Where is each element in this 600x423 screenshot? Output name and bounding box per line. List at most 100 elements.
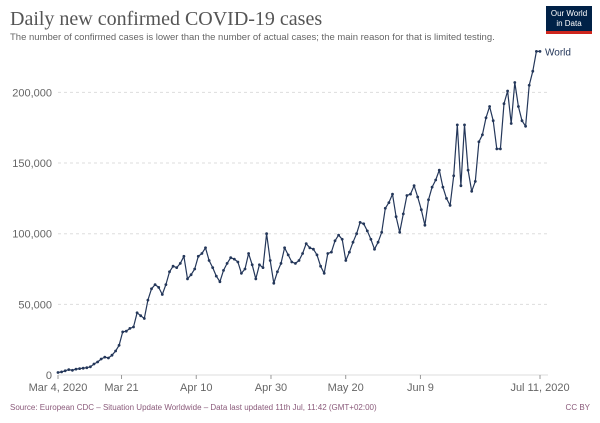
data-point bbox=[99, 357, 103, 361]
data-point bbox=[124, 329, 128, 333]
data-point bbox=[394, 215, 398, 219]
y-tick-label: 150,000 bbox=[12, 158, 52, 170]
data-point bbox=[455, 123, 459, 127]
data-point bbox=[531, 69, 535, 73]
data-point bbox=[520, 119, 524, 123]
data-point bbox=[412, 184, 416, 188]
data-point bbox=[114, 349, 117, 353]
data-point bbox=[78, 367, 81, 370]
data-point bbox=[250, 263, 254, 267]
data-point bbox=[229, 256, 233, 260]
data-point bbox=[495, 147, 499, 151]
chart-title: Daily new confirmed COVID-19 cases bbox=[10, 8, 323, 30]
data-point bbox=[491, 119, 495, 123]
data-point bbox=[117, 343, 121, 347]
data-point bbox=[240, 271, 243, 275]
data-point bbox=[373, 247, 376, 251]
y-tick-label: 50,000 bbox=[18, 299, 52, 311]
data-point bbox=[312, 247, 315, 251]
data-point bbox=[96, 360, 99, 364]
data-point bbox=[196, 254, 200, 258]
data-point bbox=[333, 239, 337, 243]
data-point bbox=[466, 168, 470, 172]
data-point bbox=[484, 116, 488, 120]
data-point bbox=[499, 147, 502, 151]
x-tick-label: Mar 21 bbox=[104, 382, 138, 394]
data-point bbox=[146, 298, 150, 302]
our-world-in-data-logo[interactable]: Our World in Data bbox=[546, 6, 592, 34]
data-point bbox=[376, 240, 380, 244]
license-link[interactable]: CC BY bbox=[565, 403, 590, 412]
data-point bbox=[535, 50, 538, 53]
data-point bbox=[434, 178, 438, 182]
data-point bbox=[448, 204, 452, 207]
data-point bbox=[463, 123, 466, 127]
data-point bbox=[351, 240, 355, 244]
data-point bbox=[214, 274, 218, 278]
x-tick-label: Jun 9 bbox=[407, 382, 434, 394]
data-point bbox=[315, 253, 319, 257]
series-line-world bbox=[57, 50, 540, 374]
data-point bbox=[290, 260, 294, 264]
data-point bbox=[128, 327, 132, 330]
data-point bbox=[509, 122, 513, 125]
data-point bbox=[387, 201, 391, 205]
data-point bbox=[89, 365, 92, 369]
data-point bbox=[470, 189, 474, 193]
data-point bbox=[164, 283, 168, 286]
data-point bbox=[308, 246, 312, 250]
data-point bbox=[527, 83, 531, 87]
data-point bbox=[294, 262, 297, 265]
data-point bbox=[81, 366, 85, 370]
data-point bbox=[538, 50, 542, 53]
data-point bbox=[445, 197, 448, 200]
data-point bbox=[142, 317, 146, 320]
data-point bbox=[427, 198, 430, 202]
data-point bbox=[304, 242, 308, 246]
data-point bbox=[405, 194, 409, 197]
data-point bbox=[276, 270, 279, 274]
data-point bbox=[322, 271, 326, 275]
data-point bbox=[452, 174, 456, 178]
data-point bbox=[103, 355, 107, 359]
data-point bbox=[283, 246, 286, 250]
data-point bbox=[243, 267, 247, 271]
data-point bbox=[171, 264, 175, 268]
data-point bbox=[107, 356, 110, 360]
data-point bbox=[401, 212, 405, 216]
data-point bbox=[517, 105, 520, 108]
data-point bbox=[207, 259, 211, 262]
data-point bbox=[193, 267, 197, 271]
y-tick-label: 0 bbox=[46, 370, 52, 382]
data-point bbox=[218, 280, 222, 284]
data-point bbox=[186, 277, 189, 281]
data-point bbox=[297, 259, 301, 262]
data-point bbox=[265, 232, 268, 236]
data-point bbox=[232, 257, 236, 261]
data-point bbox=[344, 259, 348, 262]
data-point bbox=[236, 260, 240, 264]
data-point bbox=[254, 277, 258, 281]
data-point bbox=[132, 325, 135, 329]
data-point bbox=[506, 89, 509, 93]
y-tick-label: 200,000 bbox=[12, 87, 52, 99]
data-point bbox=[175, 266, 179, 269]
data-point bbox=[383, 206, 387, 210]
data-point bbox=[326, 252, 330, 255]
data-point bbox=[301, 252, 304, 255]
data-point bbox=[365, 229, 369, 233]
data-point bbox=[524, 124, 527, 128]
data-point bbox=[211, 266, 215, 269]
data-point bbox=[319, 264, 322, 268]
x-tick-label: May 20 bbox=[328, 382, 364, 394]
data-point bbox=[362, 222, 366, 226]
data-point bbox=[416, 195, 420, 199]
data-point bbox=[391, 192, 394, 196]
data-point bbox=[200, 252, 204, 255]
x-tick-label: Apr 10 bbox=[180, 382, 212, 394]
data-point bbox=[160, 293, 164, 296]
source-note: Source: European CDC – Situation Update … bbox=[10, 403, 377, 412]
data-point bbox=[441, 185, 445, 189]
data-point bbox=[222, 269, 225, 272]
